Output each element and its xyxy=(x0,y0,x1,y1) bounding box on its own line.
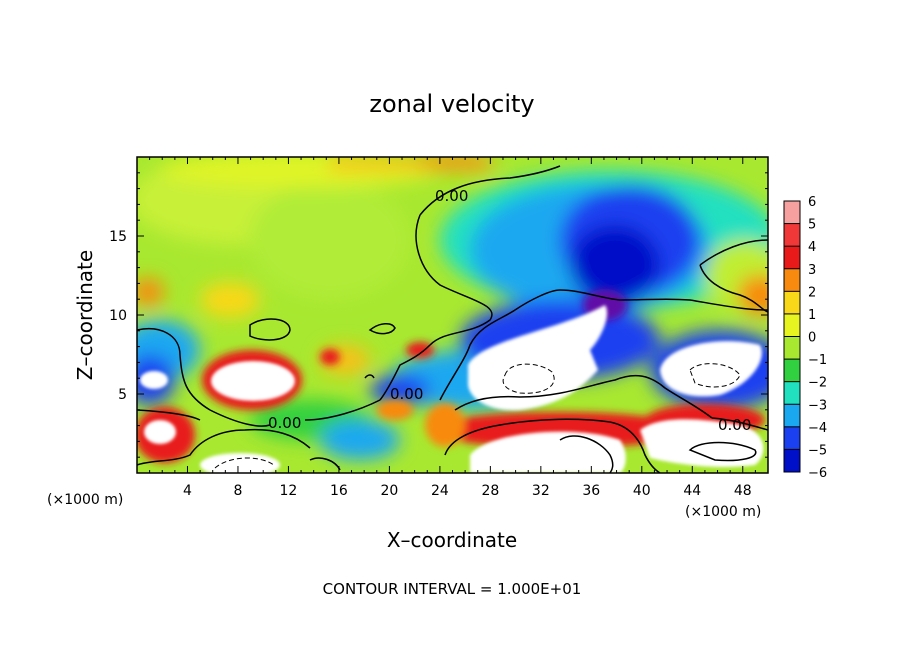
x-axis-ticks: 4 8 12 16 20 24 28 32 36 40 44 48 xyxy=(149,157,756,499)
x-tick-label: 8 xyxy=(233,483,242,499)
colorbar-label: 5 xyxy=(808,218,816,233)
x-tick-label: 36 xyxy=(582,483,600,499)
colorbar-label: 6 xyxy=(808,195,816,210)
colorbar-label: −4 xyxy=(808,421,827,436)
colorbar-label: −6 xyxy=(808,466,827,481)
x-tick-label: 24 xyxy=(431,483,449,499)
colorbar-swatch xyxy=(784,426,800,450)
x-tick-label: 48 xyxy=(734,483,752,499)
contour-label-1: 0.00 xyxy=(435,187,468,205)
colorbar-label: 2 xyxy=(808,285,816,300)
colorbar-swatch xyxy=(784,246,800,270)
colorbar-swatch xyxy=(784,381,800,405)
x-unit-right: (×1000 m) xyxy=(685,504,761,520)
x-tick-label: 16 xyxy=(330,483,348,499)
colorbar-label: −1 xyxy=(808,353,827,368)
colorbar: 6 5 4 3 2 1 0 −1 −2 −3 −4 −5 −6 xyxy=(783,195,827,481)
colorbar-swatch xyxy=(784,336,800,360)
colorbar-swatch xyxy=(784,268,800,292)
colorbar-swatch xyxy=(784,223,800,247)
x-tick-label: 4 xyxy=(183,483,192,499)
y-tick-label: 10 xyxy=(109,308,127,324)
x-axis-label: X–coordinate xyxy=(387,528,517,552)
colorbar-swatch xyxy=(784,449,800,473)
colorbar-swatch xyxy=(784,291,800,315)
colorbar-swatch xyxy=(784,201,800,225)
velocity-field: 0.00 0.00 0.00 0.00 xyxy=(137,157,768,473)
x-tick-label: 20 xyxy=(380,483,398,499)
colorbar-swatch xyxy=(784,359,800,383)
x-tick-label: 28 xyxy=(481,483,499,499)
contour-label-3: 0.00 xyxy=(268,414,301,432)
colorbar-label: 4 xyxy=(808,240,816,255)
x-tick-label: 32 xyxy=(532,483,550,499)
x-tick-label: 40 xyxy=(633,483,651,499)
y-axis-ticks: 5 10 15 xyxy=(109,172,768,458)
contour-interval-note: CONTOUR INTERVAL = 1.000E+01 xyxy=(323,580,582,598)
colorbar-label: −2 xyxy=(808,376,827,391)
colorbar-swatch xyxy=(784,313,800,337)
colorbar-label: 0 xyxy=(808,331,816,346)
y-axis-label: Z–coordinate xyxy=(73,250,97,380)
contour-label-2: 0.00 xyxy=(390,385,423,403)
x-tick-label: 44 xyxy=(683,483,701,499)
colorbar-label: 1 xyxy=(808,308,816,323)
x-unit-left: (×1000 m) xyxy=(47,492,123,508)
y-tick-label: 15 xyxy=(109,229,127,245)
colorbar-swatch xyxy=(784,404,800,428)
colorbar-label: −3 xyxy=(808,398,827,413)
colorbar-label: −5 xyxy=(808,443,827,458)
colorbar-label: 3 xyxy=(808,263,816,278)
x-tick-label: 12 xyxy=(280,483,298,499)
contour-label-4: 0.00 xyxy=(718,416,751,434)
chart-title: zonal velocity xyxy=(369,90,534,118)
y-tick-label: 5 xyxy=(118,387,127,403)
